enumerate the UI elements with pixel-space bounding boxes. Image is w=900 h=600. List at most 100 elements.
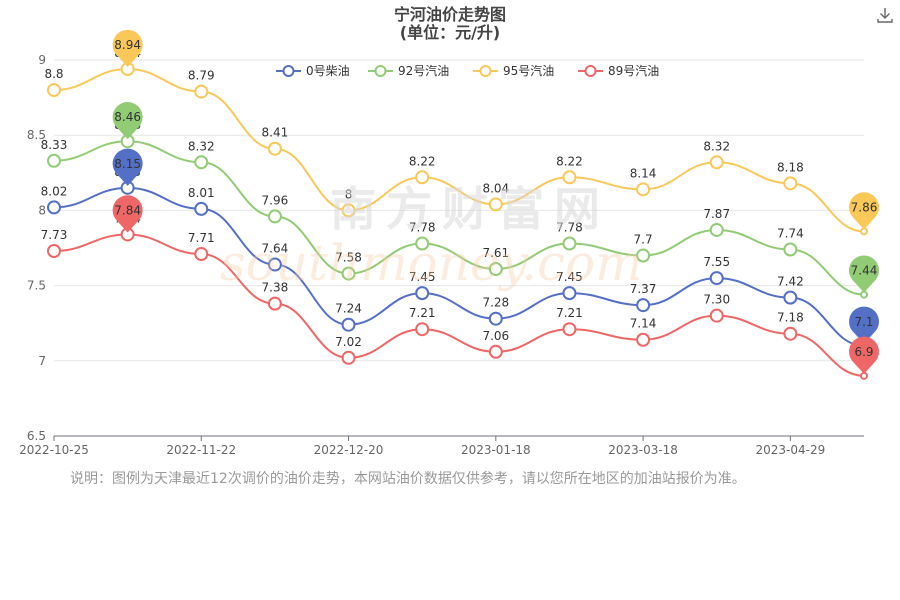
- legend-item-2[interactable]: 95号汽油: [473, 63, 554, 78]
- series-1-data-label: 7.96: [262, 193, 289, 207]
- series-0-data-label: 7.55: [703, 255, 730, 269]
- series-0-point: [267, 257, 282, 272]
- series-1-point: [341, 266, 356, 281]
- series-2-data-label: 8.41: [262, 126, 289, 140]
- series-1-point: [783, 242, 798, 257]
- x-tick-label: 2022-10-25: [19, 443, 89, 457]
- series-0-data-label: 7.24: [335, 302, 362, 316]
- series-1-max-marker-label: 8.46: [114, 110, 141, 124]
- y-tick-label: 8: [38, 203, 46, 217]
- series-2-max-marker: 8.94: [112, 29, 143, 68]
- series-3-min-marker-label: 6.9: [854, 345, 873, 359]
- series-0-data-label: 8.02: [41, 184, 68, 198]
- series-3-point: [488, 344, 503, 359]
- series-3-point: [636, 332, 651, 347]
- legend-symbol: [584, 65, 597, 77]
- series-3-data-label: 7.02: [335, 335, 362, 349]
- y-tick-label: 6.5: [27, 429, 46, 443]
- series-1-data-label: 7.78: [409, 220, 436, 234]
- series-0-point: [562, 286, 577, 301]
- series-2-point: [341, 203, 356, 218]
- series-2-data-label: 8.32: [703, 139, 730, 153]
- series-2-point: [636, 182, 651, 197]
- series-2-point: [783, 176, 798, 191]
- series-3-data-label: 7.71: [188, 231, 215, 245]
- series-2-point: [47, 83, 61, 98]
- x-tick-label: 2023-03-18: [608, 443, 678, 457]
- series-1-point: [488, 262, 503, 277]
- series-3-max-marker: 7.84: [112, 195, 143, 233]
- legend-item-0[interactable]: 0号柴油: [276, 64, 350, 78]
- series-3-point: [783, 326, 798, 341]
- series-0-max-marker-shape: [112, 148, 143, 186]
- series-1-data-label: 7.74: [777, 227, 804, 241]
- series-0-data-label: 8.01: [188, 186, 215, 200]
- series-1-data-label: 8.33: [41, 138, 68, 152]
- series-0-data-label: 7.64: [262, 242, 289, 256]
- series-2-min-marker-shape: [849, 192, 880, 230]
- series-0-point: [47, 200, 61, 215]
- series-3-data-label: 7.14: [630, 317, 657, 331]
- download-icon[interactable]: [875, 5, 895, 25]
- legend-item-1[interactable]: 92号汽油: [368, 63, 449, 78]
- legend-label: 95号汽油: [503, 63, 554, 78]
- series-2-point: [562, 170, 577, 185]
- series-3-data-label: 7.30: [703, 293, 730, 307]
- y-tick-label: 8.5: [27, 128, 46, 142]
- series-0-point: [636, 298, 651, 313]
- series-1-point: [194, 155, 209, 170]
- series-3-max-marker-shape: [112, 195, 143, 233]
- series-0-point: [488, 311, 503, 326]
- series-2-max-marker-label: 8.94: [114, 38, 141, 52]
- series-3-data-label: 7.21: [409, 306, 436, 320]
- series-2-min-marker-label: 7.86: [851, 200, 878, 214]
- series-3-data-label: 7.38: [262, 281, 289, 295]
- series-2-data-label: 8.14: [630, 166, 657, 180]
- series-2-data-label: 8.8: [44, 67, 63, 81]
- series-1-point: [415, 236, 430, 251]
- series-0-point: [709, 271, 724, 286]
- y-tick-label: 7.5: [27, 279, 46, 293]
- legend-item-3[interactable]: 89号汽油: [578, 63, 659, 78]
- series-0-point: [341, 317, 356, 332]
- series-3-point: [341, 350, 356, 365]
- series-2-point: [194, 84, 209, 99]
- series-1-min-marker-shape: [849, 255, 880, 293]
- legend-label: 92号汽油: [398, 63, 449, 78]
- series-2-min-marker: 7.86: [849, 192, 880, 230]
- y-tick-label: 9: [38, 53, 46, 67]
- series-0-point: [783, 290, 798, 305]
- series-1-data-label: 7.87: [703, 207, 730, 221]
- series-1-data-label: 7.78: [556, 220, 583, 234]
- legend-label: 0号柴油: [306, 64, 350, 78]
- series-3-point: [562, 322, 577, 337]
- x-tick-label: 2022-12-20: [314, 443, 384, 457]
- series-0-data-label: 7.28: [482, 296, 509, 310]
- series-1-data-label: 7.58: [335, 251, 362, 265]
- series-1-point: [709, 222, 724, 237]
- series-2-max-marker-shape: [112, 29, 143, 68]
- series-2-data-label: 8.79: [188, 69, 215, 83]
- legend-symbol: [374, 65, 387, 77]
- series-3-point: [415, 322, 430, 337]
- series-3-point: [709, 308, 724, 323]
- series-1-data-label: 7.7: [634, 233, 653, 247]
- series-2-line: [53, 68, 865, 233]
- legend-label: 89号汽油: [608, 63, 659, 78]
- x-tick-label: 2022-11-22: [166, 443, 236, 457]
- series-2-point: [415, 170, 430, 185]
- chart-title: 宁河油价走势图: [393, 5, 506, 24]
- legend-symbol: [282, 65, 295, 77]
- series-0-min-marker-label: 7.1: [854, 315, 873, 329]
- series-0-min-marker: 7.1: [849, 306, 880, 344]
- series-3-data-label: 7.06: [482, 329, 509, 343]
- series-3-min-marker: 6.9: [849, 336, 880, 374]
- series-1-max-marker-shape: [112, 102, 143, 140]
- series-0-data-label: 7.42: [777, 275, 804, 289]
- series-2-point: [709, 155, 724, 170]
- series-1-min-marker: 7.44: [849, 255, 880, 293]
- series-2-data-label: 8.22: [556, 154, 583, 168]
- series-1-data-label: 7.61: [482, 246, 509, 260]
- series-1-point: [562, 236, 577, 251]
